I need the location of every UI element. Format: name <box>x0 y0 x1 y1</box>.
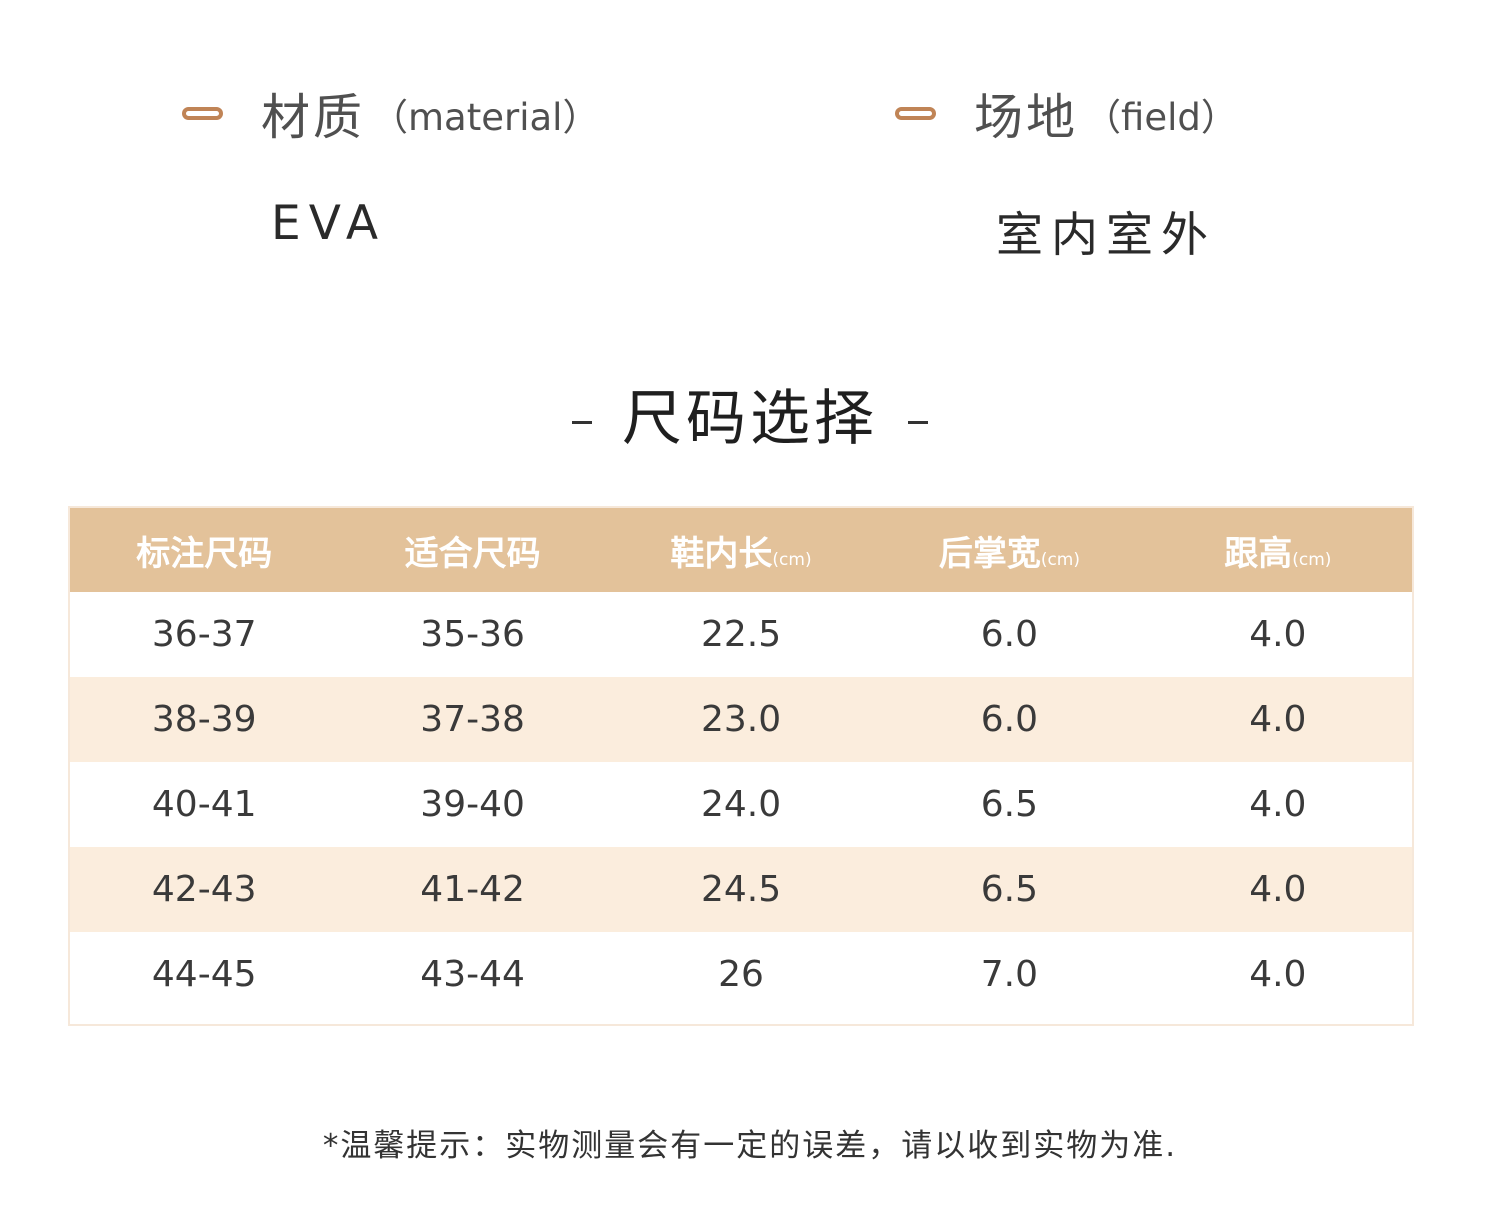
table-cell: 44-45 <box>151 954 257 995</box>
table-cell: 35-36 <box>420 614 525 655</box>
table-cell: 22.5 <box>700 614 782 655</box>
warm-tip-note: *温馨提示：实物测量会有一定的误差，请以收到实物为准. <box>322 1128 1178 1164</box>
table-cell: 4.0 <box>1249 784 1307 825</box>
size-table: 标注尺码 适合尺码 鞋内长(cm) 后掌宽(cm) 跟高(cm) 36-37 3… <box>68 506 1414 1026</box>
field-value: 室内室外 <box>996 208 1216 263</box>
header-cell: 标注尺码 <box>136 533 273 574</box>
table-row: 44-45 43-44 26 7.0 4.0 <box>70 932 1412 1017</box>
table-cell: 4.0 <box>1249 954 1307 995</box>
field-label: 场地 <box>974 89 1079 146</box>
field-sublabel: （field） <box>1084 95 1238 139</box>
table-row: 38-39 37-38 23.0 6.0 4.0 <box>70 677 1412 762</box>
material-sublabel: （material） <box>371 95 600 139</box>
table-cell: 37-38 <box>420 699 525 740</box>
size-section-title: 尺码选择 <box>0 370 1500 457</box>
dash-decoration <box>908 420 928 424</box>
material-label: 材质 <box>261 89 366 146</box>
table-cell: 4.0 <box>1249 699 1307 740</box>
header-cell: 适合尺码 <box>404 533 541 574</box>
table-cell: 24.5 <box>700 869 782 910</box>
section-title-text: 尺码选择 <box>622 384 878 454</box>
material-spec: 材质 （material） EVA <box>182 78 600 251</box>
dash-decoration <box>572 420 592 424</box>
table-cell: 42-43 <box>151 869 257 910</box>
table-cell: 36-37 <box>151 614 257 655</box>
table-cell: 38-39 <box>151 699 257 740</box>
header-cell: 跟高(cm) <box>1224 533 1332 574</box>
table-row: 36-37 35-36 22.5 6.0 4.0 <box>70 592 1412 677</box>
table-cell: 6.0 <box>980 614 1039 655</box>
table-row: 40-41 39-40 24.0 6.5 4.0 <box>70 762 1412 847</box>
pill-bullet-icon <box>895 107 936 120</box>
header-cell: 后掌宽(cm) <box>938 533 1080 574</box>
table-cell: 26 <box>718 954 764 995</box>
table-cell: 6.5 <box>980 869 1039 910</box>
table-header: 标注尺码 适合尺码 鞋内长(cm) 后掌宽(cm) 跟高(cm) <box>70 508 1412 592</box>
table-row: 42-43 41-42 24.5 6.5 4.0 <box>70 847 1412 932</box>
table-cell: 4.0 <box>1249 614 1307 655</box>
table-cell: 41-42 <box>420 869 525 910</box>
table-cell: 43-44 <box>420 954 525 995</box>
field-spec: 场地 （field） 室内室外 <box>895 78 1238 263</box>
table-cell: 40-41 <box>151 784 257 825</box>
table-cell: 24.0 <box>700 784 782 825</box>
table-cell: 6.5 <box>980 784 1039 825</box>
table-cell: 4.0 <box>1249 869 1307 910</box>
material-value: EVA <box>271 196 386 251</box>
table-cell: 23.0 <box>700 699 782 740</box>
pill-bullet-icon <box>182 107 223 120</box>
table-cell: 6.0 <box>980 699 1039 740</box>
table-cell: 39-40 <box>420 784 525 825</box>
header-cell: 鞋内长(cm) <box>670 533 812 574</box>
table-cell: 7.0 <box>980 954 1039 995</box>
